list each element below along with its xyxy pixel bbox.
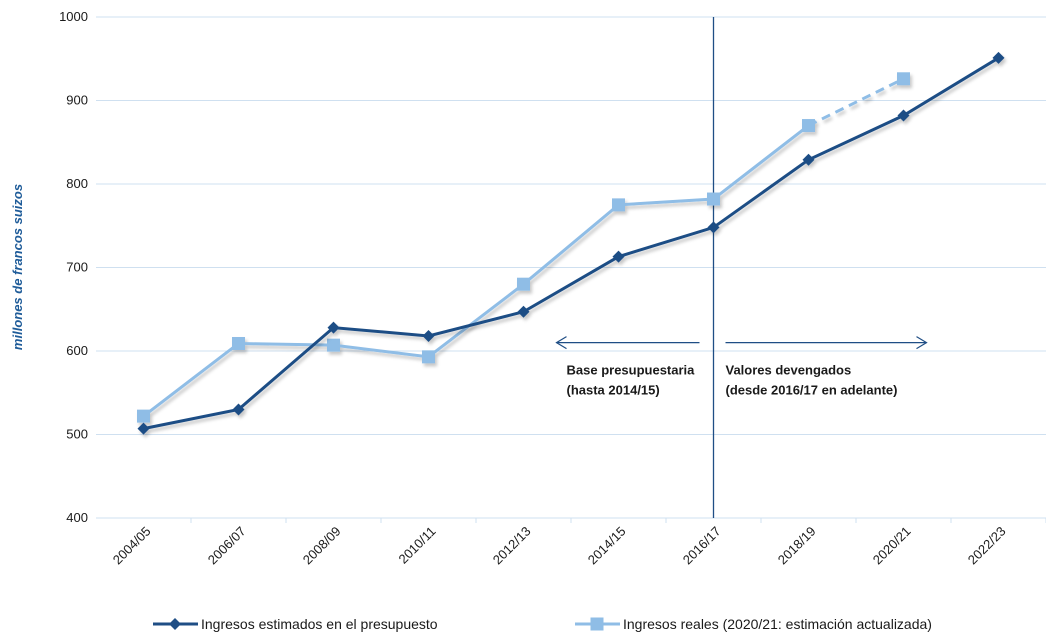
x-tick-label: 2006/07: [205, 524, 249, 568]
annotation-left-line: (hasta 2014/15): [567, 383, 660, 398]
data-point-square: [897, 72, 910, 85]
data-point-diamond: [138, 423, 150, 435]
annotation-left-line: Base presupuestaria: [567, 363, 696, 378]
x-tick-label: 2018/19: [775, 524, 819, 568]
data-point-square: [327, 339, 340, 352]
x-tick-label: 2012/13: [490, 524, 534, 568]
legend: Ingresos estimados en el presupuesto Ingr…: [153, 616, 932, 632]
annotations: Base presupuestaria (hasta 2014/15) Valore…: [557, 337, 927, 398]
y-tick-label: 700: [66, 260, 88, 275]
data-point-square: [612, 198, 625, 211]
x-tick-label: 2020/21: [870, 524, 914, 568]
annotation-right-line: Valores devengados: [726, 363, 852, 378]
series-line: [144, 126, 809, 417]
y-tick-label: 900: [66, 93, 88, 108]
y-tick-label: 1000: [59, 9, 88, 24]
data-point-square: [802, 119, 815, 132]
series-line-dashed: [809, 79, 904, 126]
x-tick-label: 2004/05: [110, 524, 154, 568]
data-point-square: [517, 278, 530, 291]
y-axis-ticks: 400 500 600 700 800 900 1000: [59, 9, 88, 525]
data-point-diamond: [169, 618, 181, 630]
data-point-square: [707, 193, 720, 206]
data-point-diamond: [423, 330, 435, 342]
y-tick-label: 800: [66, 176, 88, 191]
x-tick-label: 2016/17: [680, 524, 724, 568]
x-tick-label: 2014/15: [585, 524, 629, 568]
y-axis-label: millones de francos suizos: [10, 184, 25, 350]
y-tick-label: 500: [66, 427, 88, 442]
legend-label: Ingresos estimados en el presupuesto: [201, 616, 438, 632]
data-point-square: [422, 350, 435, 363]
data-point-square: [591, 618, 604, 631]
annotation-right-line: (desde 2016/17 en adelante): [726, 383, 898, 398]
data-point-square: [232, 337, 245, 350]
y-tick-label: 600: [66, 343, 88, 358]
data-point-square: [137, 410, 150, 423]
gridlines: [96, 17, 1046, 518]
x-tick-label: 2010/11: [395, 524, 438, 567]
data-point-diamond: [613, 251, 625, 263]
x-tick-label: 2022/23: [965, 524, 1009, 568]
legend-label: Ingresos reales (2020/21: estimación act…: [623, 616, 932, 632]
x-tick-label: 2008/09: [300, 524, 344, 568]
y-tick-label: 400: [66, 510, 88, 525]
x-axis-ticks: 2004/05 2006/07 2008/09 2010/11 2012/13 2014/…: [110, 518, 1046, 567]
data-point-diamond: [518, 306, 530, 318]
